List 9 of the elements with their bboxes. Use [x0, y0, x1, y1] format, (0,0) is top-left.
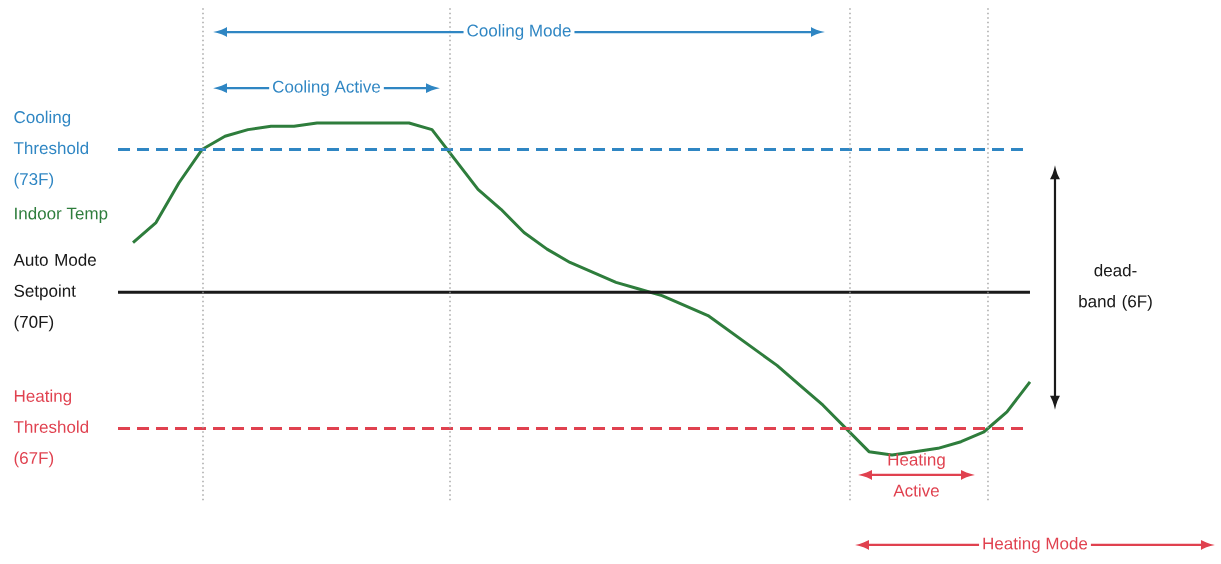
ref-line-label: Auto Mode Setpoint (70F)	[13, 253, 96, 332]
annotation: Heating Active	[888, 453, 945, 497]
ref-line-label: Heating Threshold (67F)	[13, 389, 89, 468]
text: Cooling Active	[273, 80, 381, 97]
text: Cooling Mode	[467, 24, 571, 40]
series-label: Indoor Temp	[15, 207, 108, 223]
ref-line-label: Cooling Threshold (73F)	[13, 110, 89, 189]
text: dead-band (6F)	[1079, 263, 1152, 311]
text: Heating Mode	[983, 537, 1088, 553]
